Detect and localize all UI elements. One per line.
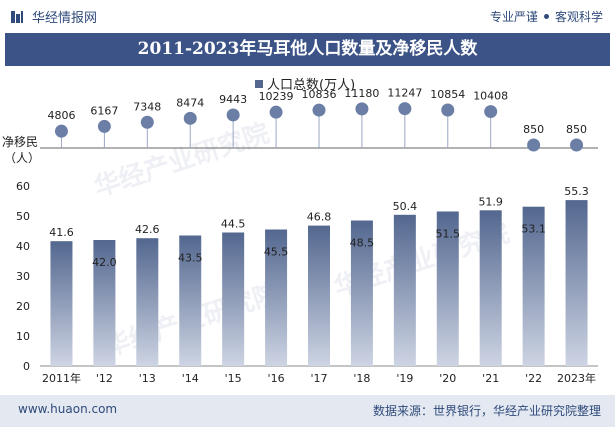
migration-value-label: 4806 bbox=[47, 109, 75, 122]
migration-value-label: 11180 bbox=[344, 87, 379, 100]
legend-swatch-icon bbox=[255, 79, 263, 88]
x-tick-label: '15 bbox=[225, 372, 242, 385]
x-tick-label: '12 bbox=[96, 372, 113, 385]
migration-value-label: 850 bbox=[523, 123, 544, 136]
x-tick-label: '19 bbox=[396, 372, 413, 385]
slogan-right: 客观科学 bbox=[554, 10, 603, 24]
migration-dot bbox=[97, 119, 111, 133]
migration-value-label: 10854 bbox=[430, 88, 465, 101]
migration-value-label: 7348 bbox=[133, 100, 161, 113]
x-tick-label: '18 bbox=[353, 372, 370, 385]
footer-url[interactable]: www.huaon.com bbox=[18, 402, 118, 416]
migration-dot bbox=[312, 103, 326, 117]
x-tick-label: '22 bbox=[525, 372, 542, 385]
x-tick-label: '16 bbox=[268, 372, 285, 385]
bar-value-label: 50.4 bbox=[393, 200, 418, 213]
bar-value-label: 43.5 bbox=[178, 252, 203, 265]
migration-dot bbox=[570, 138, 584, 152]
migration-dot bbox=[226, 108, 240, 122]
header: 华经情报网 专业严谨 客观科学 bbox=[0, 0, 615, 30]
brand: 华经情报网 bbox=[10, 7, 97, 26]
migration-value-label: 10408 bbox=[473, 90, 508, 103]
bar-value-label: 44.5 bbox=[221, 218, 246, 231]
migration-dot bbox=[355, 102, 369, 116]
x-tick-label: 2011年 bbox=[42, 371, 81, 385]
y-tick-label: 30 bbox=[16, 270, 30, 283]
y-tick-label: 60 bbox=[16, 180, 30, 193]
bar-value-label: 46.8 bbox=[307, 211, 332, 224]
bar bbox=[522, 206, 545, 366]
migration-value-label: 11247 bbox=[387, 87, 422, 100]
x-tick-label: '20 bbox=[439, 372, 456, 385]
y-tick-label: 40 bbox=[16, 240, 30, 253]
migration-dot bbox=[269, 105, 283, 119]
migration-axis-label: 净移民 bbox=[2, 135, 38, 149]
migration-value-label: 6167 bbox=[90, 104, 118, 117]
bar-value-label: 51.5 bbox=[436, 228, 461, 241]
y-tick-label: 20 bbox=[16, 300, 30, 313]
chart-title: 2011-2023年马耳他人口数量及净移民人数 bbox=[5, 33, 610, 66]
migration-axis-label-unit: （人） bbox=[4, 151, 40, 165]
x-tick-label: '21 bbox=[482, 372, 499, 385]
bar bbox=[179, 235, 202, 366]
footer: www.huaon.com 数据来源：世界银行，华经产业研究院整理 bbox=[0, 395, 615, 427]
migration-dot bbox=[54, 124, 68, 138]
migration-value-label: 10239 bbox=[259, 90, 294, 103]
migration-value-label: 850 bbox=[566, 123, 587, 136]
bar-value-label: 53.1 bbox=[521, 223, 546, 236]
slogan: 专业严谨 客观科学 bbox=[490, 8, 603, 25]
y-tick-label: 0 bbox=[23, 360, 30, 373]
brand-logo-icon bbox=[11, 10, 23, 23]
slogan-left: 专业严谨 bbox=[489, 10, 538, 24]
slogan-dot-icon bbox=[543, 14, 549, 19]
x-tick-label: '17 bbox=[310, 372, 327, 385]
bar bbox=[350, 220, 373, 366]
migration-dot bbox=[441, 103, 455, 117]
bar bbox=[479, 210, 502, 366]
legend-label-population: 人口总数(万人) bbox=[267, 78, 356, 93]
migration-dot bbox=[398, 102, 412, 116]
migration-dot bbox=[140, 115, 154, 129]
bar bbox=[565, 200, 588, 366]
chart-area: 0 10 20 30 40 50 60 41.6 42.0 42.6 43.5 44.5 45.5 46.… bbox=[2, 87, 598, 385]
footer-source: 数据来源：世界银行，华经产业研究院整理 bbox=[372, 404, 601, 418]
x-tick-label: '14 bbox=[182, 372, 199, 385]
bar-value-label: 55.3 bbox=[564, 185, 589, 198]
bar-value-label: 48.5 bbox=[350, 237, 375, 250]
bar bbox=[308, 225, 330, 366]
bar bbox=[393, 214, 416, 366]
bar-value-label: 42.0 bbox=[92, 256, 117, 269]
migration-value-label: 10836 bbox=[302, 88, 337, 101]
bar-value-label: 45.5 bbox=[264, 246, 289, 259]
bar-value-label: 51.9 bbox=[478, 195, 503, 208]
bar bbox=[222, 232, 245, 366]
bar bbox=[50, 241, 73, 366]
migration-dot bbox=[183, 111, 197, 125]
migration-dot bbox=[484, 105, 498, 119]
x-tick-label: 2023年 bbox=[557, 371, 596, 385]
brand-name: 华经情报网 bbox=[32, 11, 98, 26]
bar bbox=[136, 238, 159, 366]
migration-dot bbox=[527, 138, 541, 152]
bar bbox=[265, 229, 288, 366]
x-tick-label: '13 bbox=[139, 372, 156, 385]
migration-value-label: 9443 bbox=[219, 93, 247, 106]
y-tick-label: 10 bbox=[16, 330, 30, 343]
y-tick-label: 50 bbox=[16, 210, 30, 223]
migration-value-label: 8474 bbox=[176, 96, 204, 109]
bar bbox=[93, 240, 116, 366]
bar bbox=[436, 211, 459, 366]
bar-value-label: 41.6 bbox=[49, 226, 74, 239]
legend: 人口总数(万人) bbox=[255, 74, 355, 93]
bar-value-label: 42.6 bbox=[135, 223, 160, 236]
